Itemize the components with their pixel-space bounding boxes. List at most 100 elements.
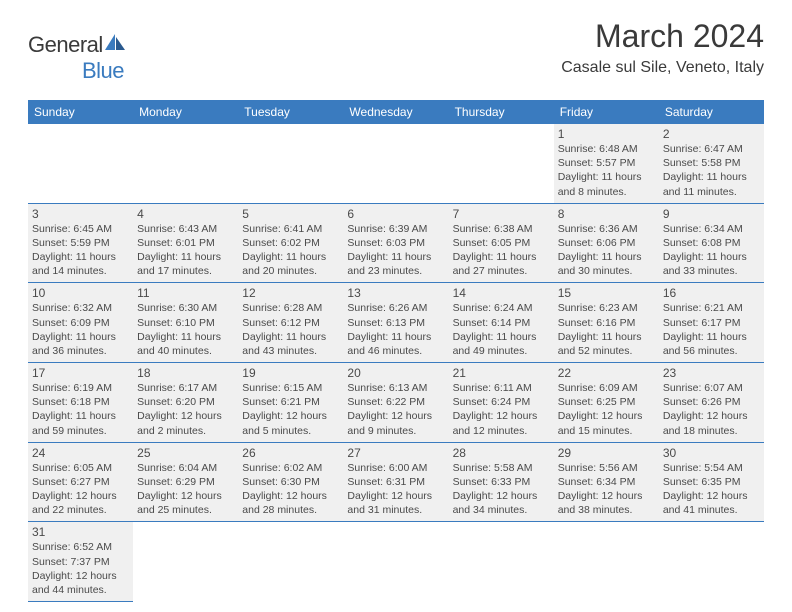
sunrise-line: Sunrise: 6:48 AM — [558, 142, 655, 156]
sunset-line: Sunset: 6:16 PM — [558, 316, 655, 330]
sunrise-line: Sunrise: 6:28 AM — [242, 301, 339, 315]
daylight-line: Daylight: 12 hours and 28 minutes. — [242, 489, 339, 517]
day-number: 1 — [558, 127, 655, 141]
calendar-cell-empty — [133, 124, 238, 204]
day-number: 28 — [453, 446, 550, 460]
calendar-cell: 31Sunrise: 6:52 AMSunset: 7:37 PMDayligh… — [28, 522, 133, 602]
weekday-sunday: Sunday — [28, 100, 133, 124]
calendar-cell-empty — [28, 124, 133, 204]
daylight-line: Daylight: 11 hours and 56 minutes. — [663, 330, 760, 358]
sunrise-line: Sunrise: 6:04 AM — [137, 461, 234, 475]
logo-sail-icon — [103, 32, 127, 58]
calendar-cell: 17Sunrise: 6:19 AMSunset: 6:18 PMDayligh… — [28, 363, 133, 443]
calendar-cell: 1Sunrise: 6:48 AMSunset: 5:57 PMDaylight… — [554, 124, 659, 204]
calendar-cell-empty — [449, 124, 554, 204]
sunset-line: Sunset: 6:29 PM — [137, 475, 234, 489]
calendar-cell: 3Sunrise: 6:45 AMSunset: 5:59 PMDaylight… — [28, 204, 133, 284]
daylight-line: Daylight: 11 hours and 43 minutes. — [242, 330, 339, 358]
day-number: 4 — [137, 207, 234, 221]
sunset-line: Sunset: 6:05 PM — [453, 236, 550, 250]
calendar-cell: 14Sunrise: 6:24 AMSunset: 6:14 PMDayligh… — [449, 283, 554, 363]
day-number: 15 — [558, 286, 655, 300]
calendar-cell-empty — [238, 124, 343, 204]
daylight-line: Daylight: 12 hours and 12 minutes. — [453, 409, 550, 437]
sunrise-line: Sunrise: 6:02 AM — [242, 461, 339, 475]
sunset-line: Sunset: 6:13 PM — [347, 316, 444, 330]
calendar-cell: 21Sunrise: 6:11 AMSunset: 6:24 PMDayligh… — [449, 363, 554, 443]
day-number: 26 — [242, 446, 339, 460]
sunrise-line: Sunrise: 6:07 AM — [663, 381, 760, 395]
daylight-line: Daylight: 12 hours and 22 minutes. — [32, 489, 129, 517]
sunset-line: Sunset: 6:03 PM — [347, 236, 444, 250]
day-number: 8 — [558, 207, 655, 221]
sunset-line: Sunset: 6:12 PM — [242, 316, 339, 330]
day-number: 7 — [453, 207, 550, 221]
sunset-line: Sunset: 5:57 PM — [558, 156, 655, 170]
day-number: 29 — [558, 446, 655, 460]
calendar-cell: 6Sunrise: 6:39 AMSunset: 6:03 PMDaylight… — [343, 204, 448, 284]
day-number: 9 — [663, 207, 760, 221]
sunset-line: Sunset: 6:24 PM — [453, 395, 550, 409]
sunset-line: Sunset: 6:31 PM — [347, 475, 444, 489]
logo-text: GeneralBlue — [28, 32, 127, 84]
day-number: 10 — [32, 286, 129, 300]
day-number: 17 — [32, 366, 129, 380]
sunset-line: Sunset: 6:22 PM — [347, 395, 444, 409]
calendar-cell-empty — [659, 522, 764, 602]
day-number: 2 — [663, 127, 760, 141]
sunrise-line: Sunrise: 6:43 AM — [137, 222, 234, 236]
day-number: 21 — [453, 366, 550, 380]
sunset-line: Sunset: 6:34 PM — [558, 475, 655, 489]
sunrise-line: Sunrise: 6:32 AM — [32, 301, 129, 315]
calendar-cell: 8Sunrise: 6:36 AMSunset: 6:06 PMDaylight… — [554, 204, 659, 284]
sunrise-line: Sunrise: 6:00 AM — [347, 461, 444, 475]
daylight-line: Daylight: 11 hours and 36 minutes. — [32, 330, 129, 358]
sunrise-line: Sunrise: 5:54 AM — [663, 461, 760, 475]
sunrise-line: Sunrise: 6:47 AM — [663, 142, 760, 156]
daylight-line: Daylight: 12 hours and 2 minutes. — [137, 409, 234, 437]
weekday-thursday: Thursday — [449, 100, 554, 124]
sunset-line: Sunset: 5:58 PM — [663, 156, 760, 170]
daylight-line: Daylight: 11 hours and 17 minutes. — [137, 250, 234, 278]
daylight-line: Daylight: 11 hours and 27 minutes. — [453, 250, 550, 278]
sunset-line: Sunset: 6:14 PM — [453, 316, 550, 330]
sunset-line: Sunset: 6:20 PM — [137, 395, 234, 409]
day-number: 14 — [453, 286, 550, 300]
day-number: 11 — [137, 286, 234, 300]
calendar-cell-empty — [343, 124, 448, 204]
day-number: 5 — [242, 207, 339, 221]
day-number: 24 — [32, 446, 129, 460]
weekday-saturday: Saturday — [659, 100, 764, 124]
day-number: 22 — [558, 366, 655, 380]
calendar-cell-empty — [133, 522, 238, 602]
daylight-line: Daylight: 11 hours and 33 minutes. — [663, 250, 760, 278]
daylight-line: Daylight: 12 hours and 31 minutes. — [347, 489, 444, 517]
day-number: 13 — [347, 286, 444, 300]
calendar-cell-empty — [343, 522, 448, 602]
daylight-line: Daylight: 12 hours and 9 minutes. — [347, 409, 444, 437]
logo-text-1: General — [28, 32, 103, 57]
calendar-cell: 22Sunrise: 6:09 AMSunset: 6:25 PMDayligh… — [554, 363, 659, 443]
sunrise-line: Sunrise: 5:56 AM — [558, 461, 655, 475]
month-title: March 2024 — [561, 18, 764, 55]
day-number: 31 — [32, 525, 129, 539]
daylight-line: Daylight: 11 hours and 8 minutes. — [558, 170, 655, 198]
sunrise-line: Sunrise: 6:30 AM — [137, 301, 234, 315]
daylight-line: Daylight: 12 hours and 44 minutes. — [32, 569, 129, 597]
calendar-cell: 29Sunrise: 5:56 AMSunset: 6:34 PMDayligh… — [554, 443, 659, 523]
calendar-cell: 4Sunrise: 6:43 AMSunset: 6:01 PMDaylight… — [133, 204, 238, 284]
sunset-line: Sunset: 6:25 PM — [558, 395, 655, 409]
sunset-line: Sunset: 6:08 PM — [663, 236, 760, 250]
daylight-line: Daylight: 12 hours and 34 minutes. — [453, 489, 550, 517]
daylight-line: Daylight: 11 hours and 52 minutes. — [558, 330, 655, 358]
calendar-cell: 24Sunrise: 6:05 AMSunset: 6:27 PMDayligh… — [28, 443, 133, 523]
sunrise-line: Sunrise: 6:26 AM — [347, 301, 444, 315]
calendar-cell: 2Sunrise: 6:47 AMSunset: 5:58 PMDaylight… — [659, 124, 764, 204]
day-number: 18 — [137, 366, 234, 380]
sunrise-line: Sunrise: 6:52 AM — [32, 540, 129, 554]
day-number: 19 — [242, 366, 339, 380]
sunrise-line: Sunrise: 6:15 AM — [242, 381, 339, 395]
day-number: 16 — [663, 286, 760, 300]
calendar-cell: 28Sunrise: 5:58 AMSunset: 6:33 PMDayligh… — [449, 443, 554, 523]
daylight-line: Daylight: 11 hours and 23 minutes. — [347, 250, 444, 278]
